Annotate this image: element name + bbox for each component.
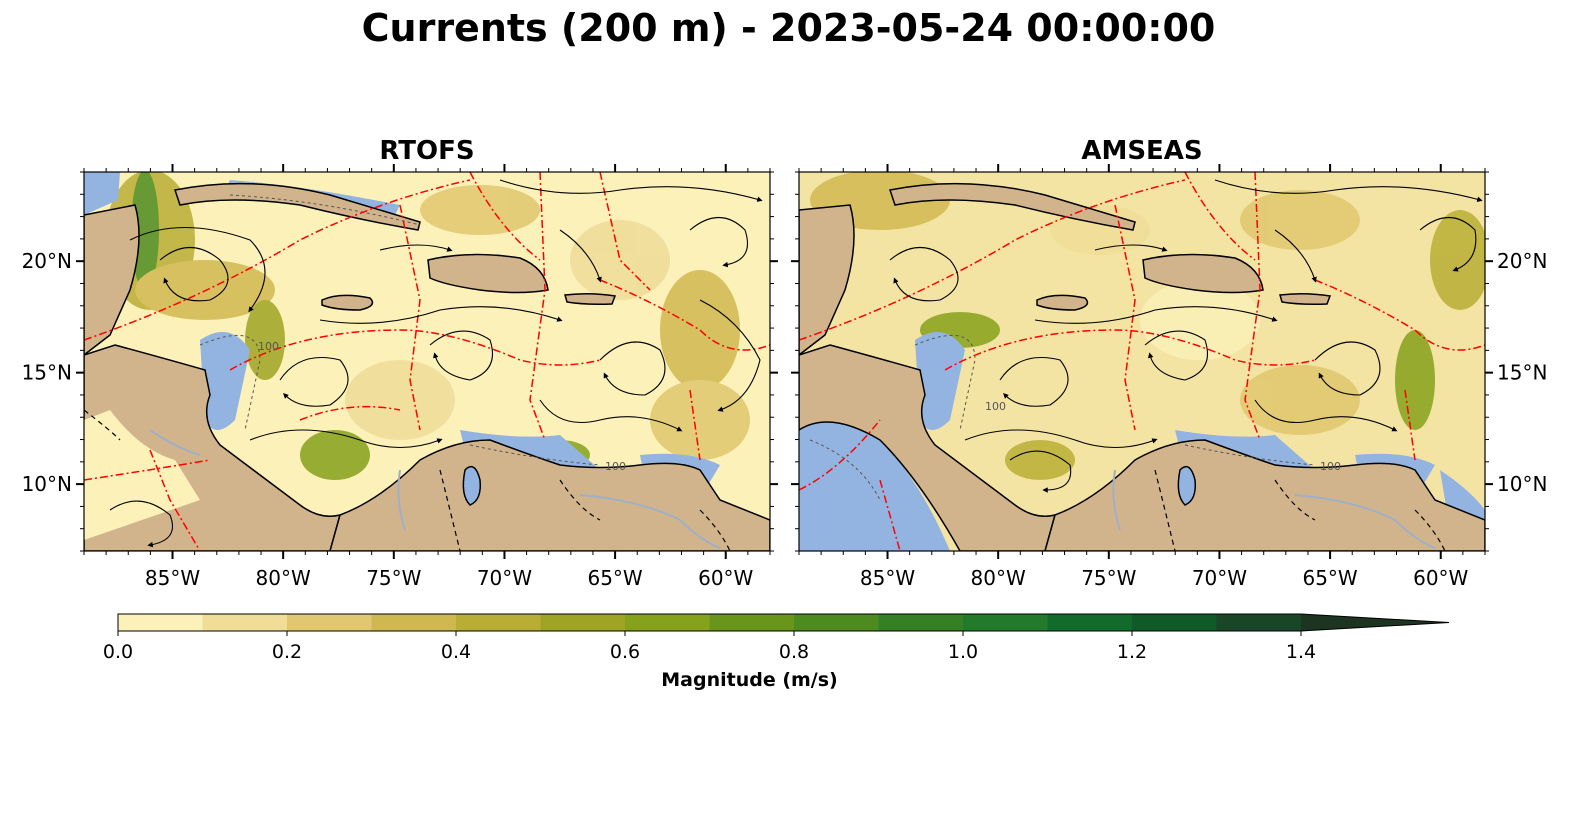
axis-ticks: 85°W 80°W 75°W 70°W 65°W 60°W 10°N 15°N 20°N 85°W… [22,164,1547,590]
lon-tick-label: 75°W [366,566,421,590]
colorbar-segment [1216,614,1302,631]
colorbar-segment [287,614,372,631]
isobath-contours [199,194,601,466]
colorbar-tick-label: 0.4 [441,641,471,663]
colorbar-outline [117,613,1450,632]
colorbar-segment [963,614,1048,631]
isobath-label: 100 [985,400,1006,413]
colorbar-tick-label: 0.8 [779,641,809,663]
colorbar-segment [1132,614,1217,631]
landmasses [84,182,770,551]
colorbar-segment [878,614,964,631]
lat-tick-label: 20°N [1497,249,1547,273]
lon-tick-label: 60°W [1413,566,1468,590]
isobath-label: 100 [1320,460,1341,473]
landmasses [799,182,1485,551]
colorbar-tick-label: 1.0 [948,641,978,663]
colorbar-segment [371,614,457,631]
lon-tick-label: 65°W [1302,566,1357,590]
lon-tick-label: 85°W [860,566,915,590]
rivers [149,429,721,549]
isobath-labels: 100 100 [985,400,1341,473]
colorbar-segment [202,614,288,631]
colorbar-tick-label: 1.2 [1117,641,1147,663]
lat-tick-label: 20°N [22,249,72,273]
country-boundaries [1154,469,1446,551]
lon-tick-label: 70°W [477,566,532,590]
eez-boundaries [799,172,1485,551]
lat-tick-label: 10°N [22,472,72,496]
colorbar-segment [118,614,203,631]
colorbar-extend-arrow [1301,614,1449,631]
colorbar: 0.0 0.2 0.4 0.6 0.8 1.0 1.2 1.4 Magnitude (m/s) [103,613,1450,691]
lon-tick-label: 80°W [971,566,1026,590]
colorbar-segment [1047,614,1133,631]
panel-title-rtofs: RTOFS [379,136,475,166]
map-panel-amseas: 100 100 [798,171,1486,552]
colorbar-segment [709,614,795,631]
map-frame [83,171,771,552]
colorbar-tick-label: 1.4 [1286,641,1316,663]
isobath-contours [809,334,1316,501]
lon-tick-label: 60°W [698,566,753,590]
lon-tick-label: 70°W [1192,566,1247,590]
colorbar-tick-label: 0.6 [610,641,640,663]
isobath-labels: 100 100 [258,340,626,473]
streamlines [889,179,1483,493]
map-frame [798,171,1486,552]
lon-tick-label: 80°W [256,566,311,590]
figure-title: Currents (200 m) - 2023-05-24 00:00:00 [361,6,1216,50]
country-boundaries [84,409,731,551]
lon-tick-label: 85°W [145,566,200,590]
panel-title-amseas: AMSEAS [1081,136,1203,166]
eez-boundaries [84,172,770,551]
colorbar-segment [456,614,541,631]
streamlines [109,179,763,548]
colorbar-segment [794,614,879,631]
lat-tick-label: 15°N [22,361,72,385]
map-panel-rtofs: 100 100 [83,171,771,552]
colorbar-tick-label: 0.2 [272,641,302,663]
lon-tick-label: 65°W [587,566,642,590]
rivers [1112,469,1436,549]
lat-tick-label: 10°N [1497,472,1547,496]
isobath-label: 100 [258,340,279,353]
colorbar-segment [540,614,626,631]
lat-tick-label: 15°N [1497,361,1547,385]
colorbar-segment [625,614,710,631]
colorbar-tick-label: 0.0 [103,641,133,663]
isobath-label: 100 [605,460,626,473]
colorbar-label: Magnitude (m/s) [661,669,838,691]
lon-tick-label: 75°W [1081,566,1136,590]
